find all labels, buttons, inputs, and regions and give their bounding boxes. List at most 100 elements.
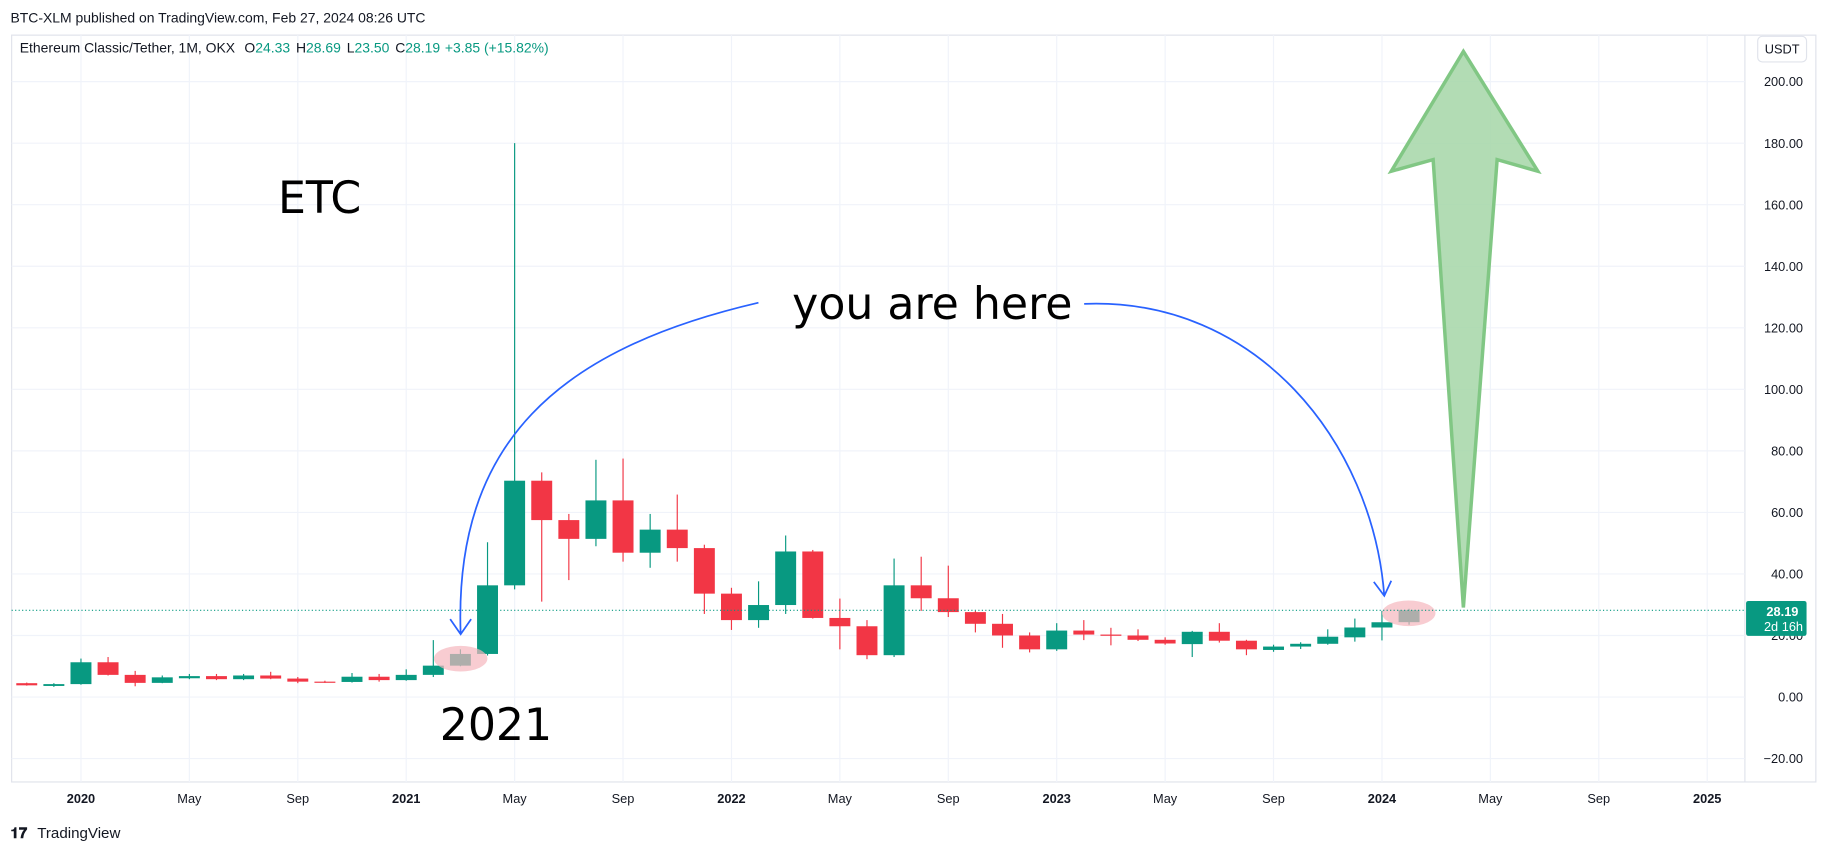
countdown: 2d 16h [1764, 619, 1803, 634]
candle-body [1317, 636, 1339, 644]
x-tick-label: Sep [1587, 791, 1610, 806]
currency-button[interactable] [1757, 35, 1808, 63]
annotation: you are here [792, 279, 1072, 330]
candle-body [937, 598, 959, 613]
footer-brand: TradingView [37, 825, 120, 842]
candle-body [585, 500, 607, 539]
candle-body [1371, 622, 1393, 628]
legend: Ethereum Classic/Tether, 1M, OKX O24.33 H2… [20, 40, 549, 56]
candles [16, 143, 1420, 687]
candle-body [151, 677, 173, 683]
plot-frame [11, 34, 1817, 783]
candle-body [368, 676, 390, 681]
ohlc-value: 28.19 [405, 40, 440, 56]
candle-body [639, 529, 661, 553]
y-tick-label: 60.00 [1771, 505, 1803, 520]
candle-body [720, 593, 742, 621]
x-tick-label: 2021 [392, 791, 420, 806]
candle-body [287, 678, 309, 682]
x-tick-label: 2024 [1368, 791, 1397, 806]
candle-body [124, 674, 146, 683]
candle-body [829, 617, 851, 627]
annotation: 2021 [440, 700, 552, 751]
y-tick-label: 120.00 [1764, 320, 1803, 335]
x-tick-label: May [177, 791, 202, 806]
annotation: ETC [278, 173, 361, 224]
ohlc-label: L [347, 40, 355, 56]
highlight [1381, 600, 1436, 627]
arrow [449, 301, 759, 636]
candle-body [341, 676, 363, 682]
candle-body [1100, 634, 1122, 636]
published-note: BTC-XLM published on TradingView.com, Fe… [10, 9, 425, 25]
candle-body [1073, 630, 1095, 635]
x-tick-label: 2023 [1042, 791, 1070, 806]
currency-label[interactable]: USDT [1765, 42, 1800, 57]
candle-body [260, 675, 282, 679]
footer-logo: 𝟏𝟕 [10, 825, 27, 842]
ohlc-value: 24.33 [255, 40, 290, 56]
x-tick-label: May [828, 791, 853, 806]
highlight [433, 645, 488, 672]
x-tick-label: Sep [286, 791, 309, 806]
y-tick-label: −20.00 [1764, 751, 1803, 766]
candle-body [178, 676, 200, 679]
x-tick-label: 2025 [1693, 791, 1721, 806]
change: +3.85 (+15.82%) [445, 40, 549, 56]
ohlc-values: O24.33 H28.69 L23.50 C28.19 [244, 40, 440, 56]
candle-body [802, 551, 824, 618]
y-tick-label: 80.00 [1771, 444, 1803, 459]
candle-body [1154, 639, 1176, 644]
y-tick-label: 40.00 [1771, 567, 1803, 582]
candle-body [964, 612, 986, 624]
y-tick-label: 200.00 [1764, 74, 1803, 89]
candle-body [1235, 640, 1257, 650]
candle-body [693, 548, 715, 594]
candle-body [1127, 635, 1149, 640]
ohlc-value: 28.69 [306, 40, 341, 56]
candle-body [1019, 635, 1041, 650]
x-tick-label: 2022 [717, 791, 745, 806]
candle-body [477, 585, 498, 654]
candle-body [748, 605, 770, 621]
x-tick-label: May [1478, 791, 1503, 806]
symbol: Ethereum Classic/Tether, 1M, OKX [20, 40, 235, 56]
candle-body [1290, 643, 1312, 647]
candle-body [1344, 627, 1366, 638]
x-tick-label: Sep [1262, 791, 1285, 806]
last-price-box [1746, 600, 1807, 636]
ohlc-label: O [244, 40, 255, 56]
y-tick-label: 140.00 [1764, 259, 1803, 274]
candle-body [422, 665, 444, 675]
candle-body [531, 480, 553, 521]
candle-body [883, 585, 905, 656]
candle-body [395, 674, 417, 681]
ohlc-label: C [395, 40, 405, 56]
ohlc-label: H [296, 40, 306, 56]
y-tick-label: 100.00 [1764, 382, 1803, 397]
candle-body [206, 676, 227, 680]
x-tick-label: 2020 [67, 791, 95, 806]
x-tick-label: Sep [937, 791, 960, 806]
candle-body [233, 675, 255, 680]
candle-body [910, 585, 932, 599]
candle-body [1046, 630, 1068, 650]
last-price-label: 28.19 [1766, 604, 1798, 619]
candle-body [16, 683, 38, 686]
candle-body [504, 480, 526, 586]
big-arrow [1387, 48, 1542, 608]
candle-body [1208, 631, 1230, 641]
x-tick-label: May [503, 791, 528, 806]
ohlc-value: 23.50 [355, 40, 390, 56]
candle-body [70, 662, 92, 685]
candle-body [558, 520, 580, 539]
candle-body [43, 684, 65, 686]
x-tick-label: Sep [612, 791, 635, 806]
arrow [1084, 302, 1393, 598]
candle-body [992, 623, 1013, 636]
candle-body [1181, 631, 1203, 645]
